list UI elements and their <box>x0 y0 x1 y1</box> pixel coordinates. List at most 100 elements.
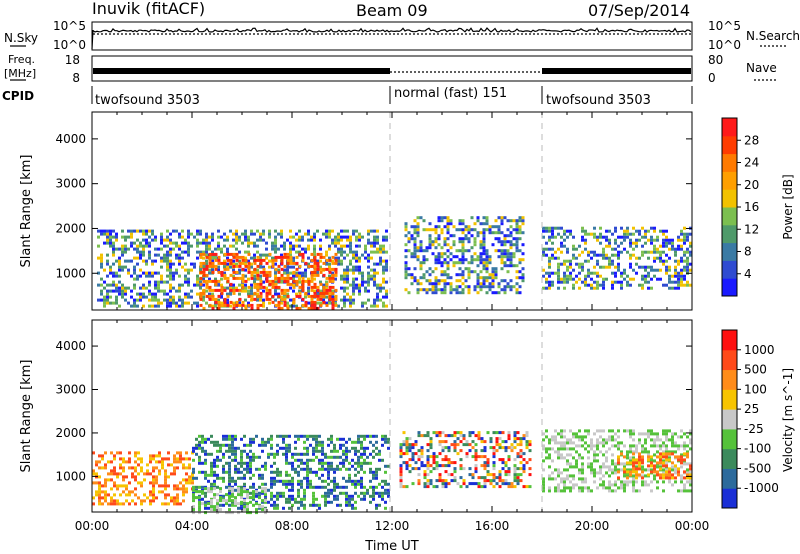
echo-cell <box>252 485 255 489</box>
echo-cell <box>334 288 338 292</box>
echo-cell <box>222 443 225 447</box>
echo-cell <box>373 238 376 242</box>
echo-cell <box>632 277 635 281</box>
echo-cell <box>444 446 448 450</box>
echo-cell <box>644 268 647 272</box>
echo-cell <box>456 482 460 486</box>
echo-cell <box>216 443 219 447</box>
echo-cell <box>382 280 385 284</box>
echo-cell <box>554 429 557 433</box>
echo-cell <box>190 232 193 236</box>
echo-cell <box>373 298 376 302</box>
echo-cell <box>343 274 346 278</box>
echo-cell <box>100 283 103 287</box>
echo-cell <box>334 235 337 239</box>
echo-cell <box>479 261 483 265</box>
echo-cell <box>283 252 287 256</box>
echo-cell <box>128 493 131 497</box>
echo-cell <box>327 500 330 504</box>
echo-cell <box>680 455 683 459</box>
echo-cell <box>551 256 554 260</box>
echo-cell <box>220 235 223 239</box>
echo-cell <box>653 259 656 263</box>
echo-cell <box>121 244 124 248</box>
echo-cell <box>515 276 519 280</box>
echo-cell <box>195 490 198 494</box>
echo-cell <box>349 247 352 251</box>
echo-cell <box>258 455 261 459</box>
echo-cell <box>653 464 656 468</box>
echo-cell <box>148 298 151 302</box>
echo-cell <box>210 482 213 486</box>
echo-cell <box>185 490 188 494</box>
echo-cell <box>142 304 145 308</box>
echo-cell <box>376 235 379 239</box>
echo-cell <box>173 484 176 488</box>
echo-cell <box>118 268 121 272</box>
echo-cell <box>318 434 321 438</box>
echo-cell <box>166 274 169 278</box>
echo-cell <box>525 431 529 435</box>
echo-cell <box>545 450 548 454</box>
echo-cell <box>384 440 387 444</box>
echo-cell <box>256 250 259 254</box>
echo-cell <box>154 292 157 296</box>
echo-cell <box>438 476 442 480</box>
echo-cell <box>98 466 101 470</box>
echo-cell <box>154 259 157 263</box>
echo-cell <box>480 485 484 489</box>
echo-cell <box>381 494 384 498</box>
echo-cell <box>504 461 508 465</box>
echo-cell <box>268 229 271 233</box>
echo-cell <box>467 291 471 295</box>
echo-cell <box>136 244 139 248</box>
echo-cell <box>211 279 215 283</box>
echo-cell <box>139 229 142 233</box>
echo-cell <box>149 454 152 458</box>
echo-cell <box>219 499 222 503</box>
echo-cell <box>298 280 301 284</box>
echo-cell <box>331 291 335 295</box>
echo-cell <box>399 446 403 450</box>
echo-cell <box>578 277 581 281</box>
echo-cell <box>458 291 462 295</box>
echo-cell <box>617 461 620 465</box>
echo-cell <box>689 462 692 466</box>
echo-cell <box>434 228 438 232</box>
echo-cell <box>503 255 507 259</box>
echo-cell <box>482 249 486 253</box>
echo-cell <box>240 493 243 497</box>
echo-cell <box>443 216 447 220</box>
echo-cell <box>449 234 453 238</box>
echo-cell <box>355 283 358 287</box>
echo-cell <box>425 246 429 250</box>
echo-cell <box>470 228 474 232</box>
echo-cell <box>146 463 149 467</box>
echo-cell <box>522 458 526 462</box>
echo-cell <box>268 291 272 295</box>
echo-cell <box>668 286 671 290</box>
echo-cell <box>665 458 668 462</box>
echo-cell <box>235 252 239 256</box>
echo-cell <box>504 464 508 468</box>
echo-cell <box>253 232 256 236</box>
echo-cell <box>369 500 372 504</box>
echo-cell <box>328 232 331 236</box>
echo-cell <box>310 258 314 262</box>
echo-cell <box>644 232 647 236</box>
echo-cell <box>109 238 112 242</box>
echo-cell <box>318 461 321 465</box>
echo-cell <box>271 261 275 265</box>
echo-cell <box>482 234 486 238</box>
echo-cell <box>373 271 376 275</box>
echo-cell <box>208 285 212 289</box>
echo-cell <box>330 434 333 438</box>
echo-cell <box>310 303 314 307</box>
echo-cell <box>228 511 231 515</box>
echo-cell <box>238 259 241 263</box>
echo-cell <box>548 441 551 445</box>
echo-cell <box>449 288 453 292</box>
echo-cell <box>352 229 355 233</box>
echo-cell <box>170 499 173 503</box>
echo-cell <box>104 484 107 488</box>
